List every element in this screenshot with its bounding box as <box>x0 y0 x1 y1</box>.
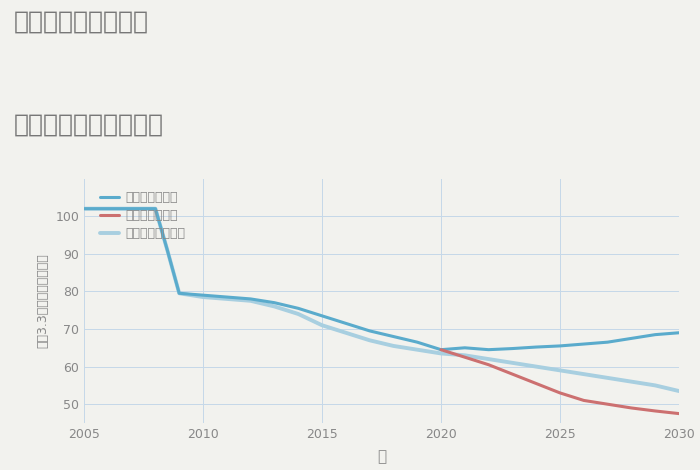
ノーマルシナリオ <box>651 383 659 388</box>
Line: バッドシナリオ: バッドシナリオ <box>441 350 679 414</box>
X-axis label: 年: 年 <box>377 449 386 464</box>
グッドシナリオ <box>246 296 255 302</box>
Line: グッドシナリオ: グッドシナリオ <box>84 209 679 350</box>
ノーマルシナリオ <box>556 368 564 373</box>
バッドシナリオ <box>651 408 659 414</box>
グッドシナリオ <box>461 345 469 351</box>
グッドシナリオ <box>163 247 172 253</box>
ノーマルシナリオ <box>461 352 469 358</box>
バッドシナリオ <box>675 411 683 416</box>
ノーマルシナリオ <box>580 371 588 377</box>
ノーマルシナリオ <box>675 388 683 394</box>
バッドシナリオ <box>603 401 612 407</box>
グッドシナリオ <box>175 290 183 296</box>
グッドシナリオ <box>437 347 445 352</box>
バッドシナリオ <box>508 371 517 377</box>
グッドシナリオ <box>508 346 517 352</box>
グッドシナリオ <box>389 334 398 339</box>
グッドシナリオ <box>532 344 540 350</box>
ノーマルシナリオ <box>104 206 112 212</box>
バッドシナリオ <box>437 347 445 352</box>
グッドシナリオ <box>580 341 588 347</box>
ノーマルシナリオ <box>413 347 421 352</box>
バッドシナリオ <box>461 354 469 360</box>
グッドシナリオ <box>104 206 112 212</box>
ノーマルシナリオ <box>627 379 636 384</box>
ノーマルシナリオ <box>484 356 493 362</box>
ノーマルシナリオ <box>342 330 350 336</box>
グッドシナリオ <box>651 332 659 337</box>
ノーマルシナリオ <box>127 206 136 212</box>
グッドシナリオ <box>365 328 374 334</box>
グッドシナリオ <box>603 339 612 345</box>
ノーマルシナリオ <box>508 360 517 366</box>
ノーマルシナリオ <box>365 337 374 343</box>
グッドシナリオ <box>318 313 326 319</box>
グッドシナリオ <box>556 343 564 349</box>
Y-axis label: 坪（3.3㎡）単価（万円）: 坪（3.3㎡）単価（万円） <box>36 253 50 348</box>
ノーマルシナリオ <box>437 351 445 356</box>
Text: 三重県桑名市筒尾の: 三重県桑名市筒尾の <box>14 9 149 33</box>
ノーマルシナリオ <box>294 311 302 317</box>
ノーマルシナリオ <box>80 206 88 212</box>
グッドシナリオ <box>223 294 231 300</box>
グッドシナリオ <box>342 321 350 326</box>
Line: ノーマルシナリオ: ノーマルシナリオ <box>84 209 679 391</box>
ノーマルシナリオ <box>151 206 160 212</box>
グッドシナリオ <box>127 206 136 212</box>
バッドシナリオ <box>580 398 588 403</box>
ノーマルシナリオ <box>603 375 612 381</box>
グッドシナリオ <box>484 347 493 352</box>
バッドシナリオ <box>484 362 493 368</box>
Text: 中古戸建ての価格推移: 中古戸建ての価格推移 <box>14 113 164 137</box>
ノーマルシナリオ <box>389 343 398 349</box>
Legend: グッドシナリオ, バッドシナリオ, ノーマルシナリオ: グッドシナリオ, バッドシナリオ, ノーマルシナリオ <box>96 187 189 244</box>
ノーマルシナリオ <box>163 247 172 253</box>
グッドシナリオ <box>151 206 160 212</box>
グッドシナリオ <box>294 306 302 311</box>
ノーマルシナリオ <box>318 322 326 328</box>
バッドシナリオ <box>627 405 636 411</box>
ノーマルシナリオ <box>223 296 231 302</box>
バッドシナリオ <box>556 390 564 396</box>
グッドシナリオ <box>675 330 683 336</box>
ノーマルシナリオ <box>532 364 540 369</box>
グッドシナリオ <box>80 206 88 212</box>
バッドシナリオ <box>532 381 540 386</box>
グッドシナリオ <box>199 292 207 298</box>
グッドシナリオ <box>627 336 636 341</box>
ノーマルシナリオ <box>199 294 207 300</box>
ノーマルシナリオ <box>175 290 183 296</box>
グッドシナリオ <box>270 300 279 306</box>
ノーマルシナリオ <box>246 298 255 304</box>
ノーマルシナリオ <box>270 304 279 309</box>
グッドシナリオ <box>413 339 421 345</box>
